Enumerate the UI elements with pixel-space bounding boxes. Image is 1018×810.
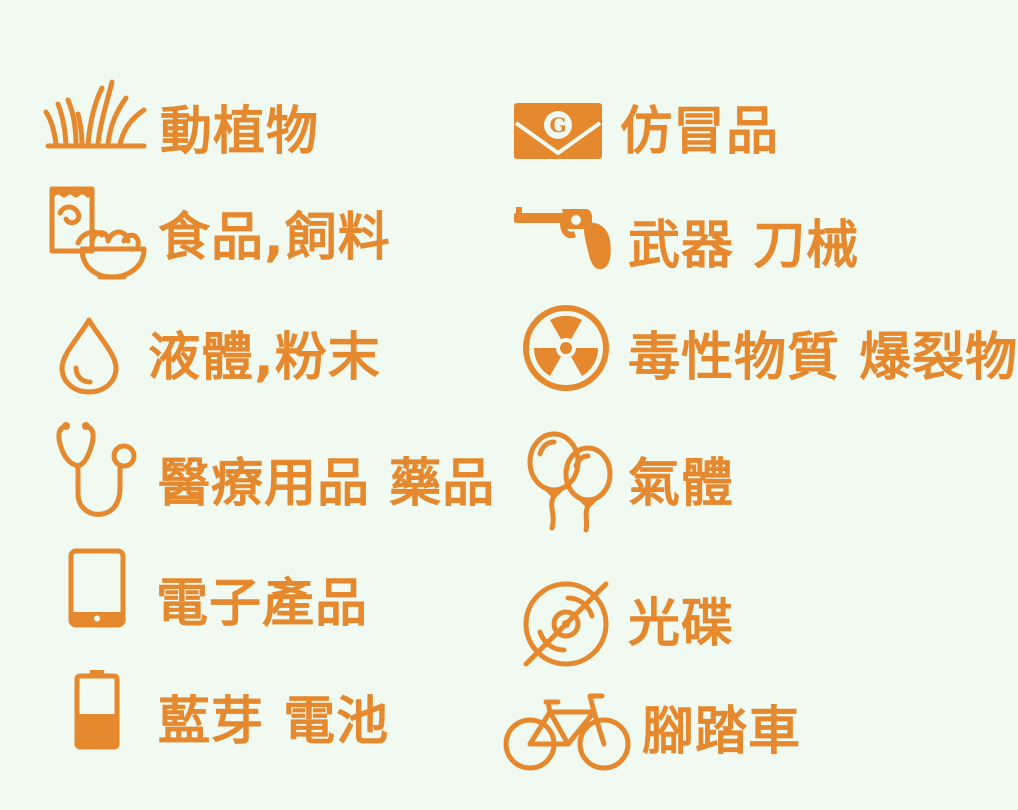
item-label: 毒性物質 爆裂物 [628, 328, 1018, 388]
item-label: 液體,粉末 [148, 328, 381, 388]
item-label: 仿冒品 [620, 102, 780, 162]
battery-icon [74, 670, 120, 750]
bicycle-icon [502, 690, 632, 772]
radiation-icon [522, 304, 610, 392]
item-label: 腳踏車 [642, 702, 802, 762]
tablet-icon [68, 548, 126, 628]
stethoscope-icon [54, 422, 140, 520]
disc-icon [520, 578, 612, 670]
item-label: 光碟 [628, 594, 735, 654]
droplet-icon [58, 316, 120, 396]
item-label: 藍芽 電池 [158, 692, 390, 752]
item-label: 動植物 [160, 102, 320, 162]
envelope-icon: G [514, 103, 602, 159]
snack-bowl-icon [48, 185, 148, 281]
item-label: 氣體 [628, 454, 735, 514]
item-label: 電子產品 [156, 574, 369, 634]
item-label: 食品,飼料 [158, 208, 391, 268]
item-label: 醫療用品 藥品 [158, 454, 496, 514]
item-label: 武器 刀械 [628, 216, 860, 276]
revolver-icon [514, 205, 614, 271]
envelope-letter: G [549, 113, 566, 137]
grass-icon [43, 78, 147, 150]
balloons-icon [526, 431, 616, 533]
